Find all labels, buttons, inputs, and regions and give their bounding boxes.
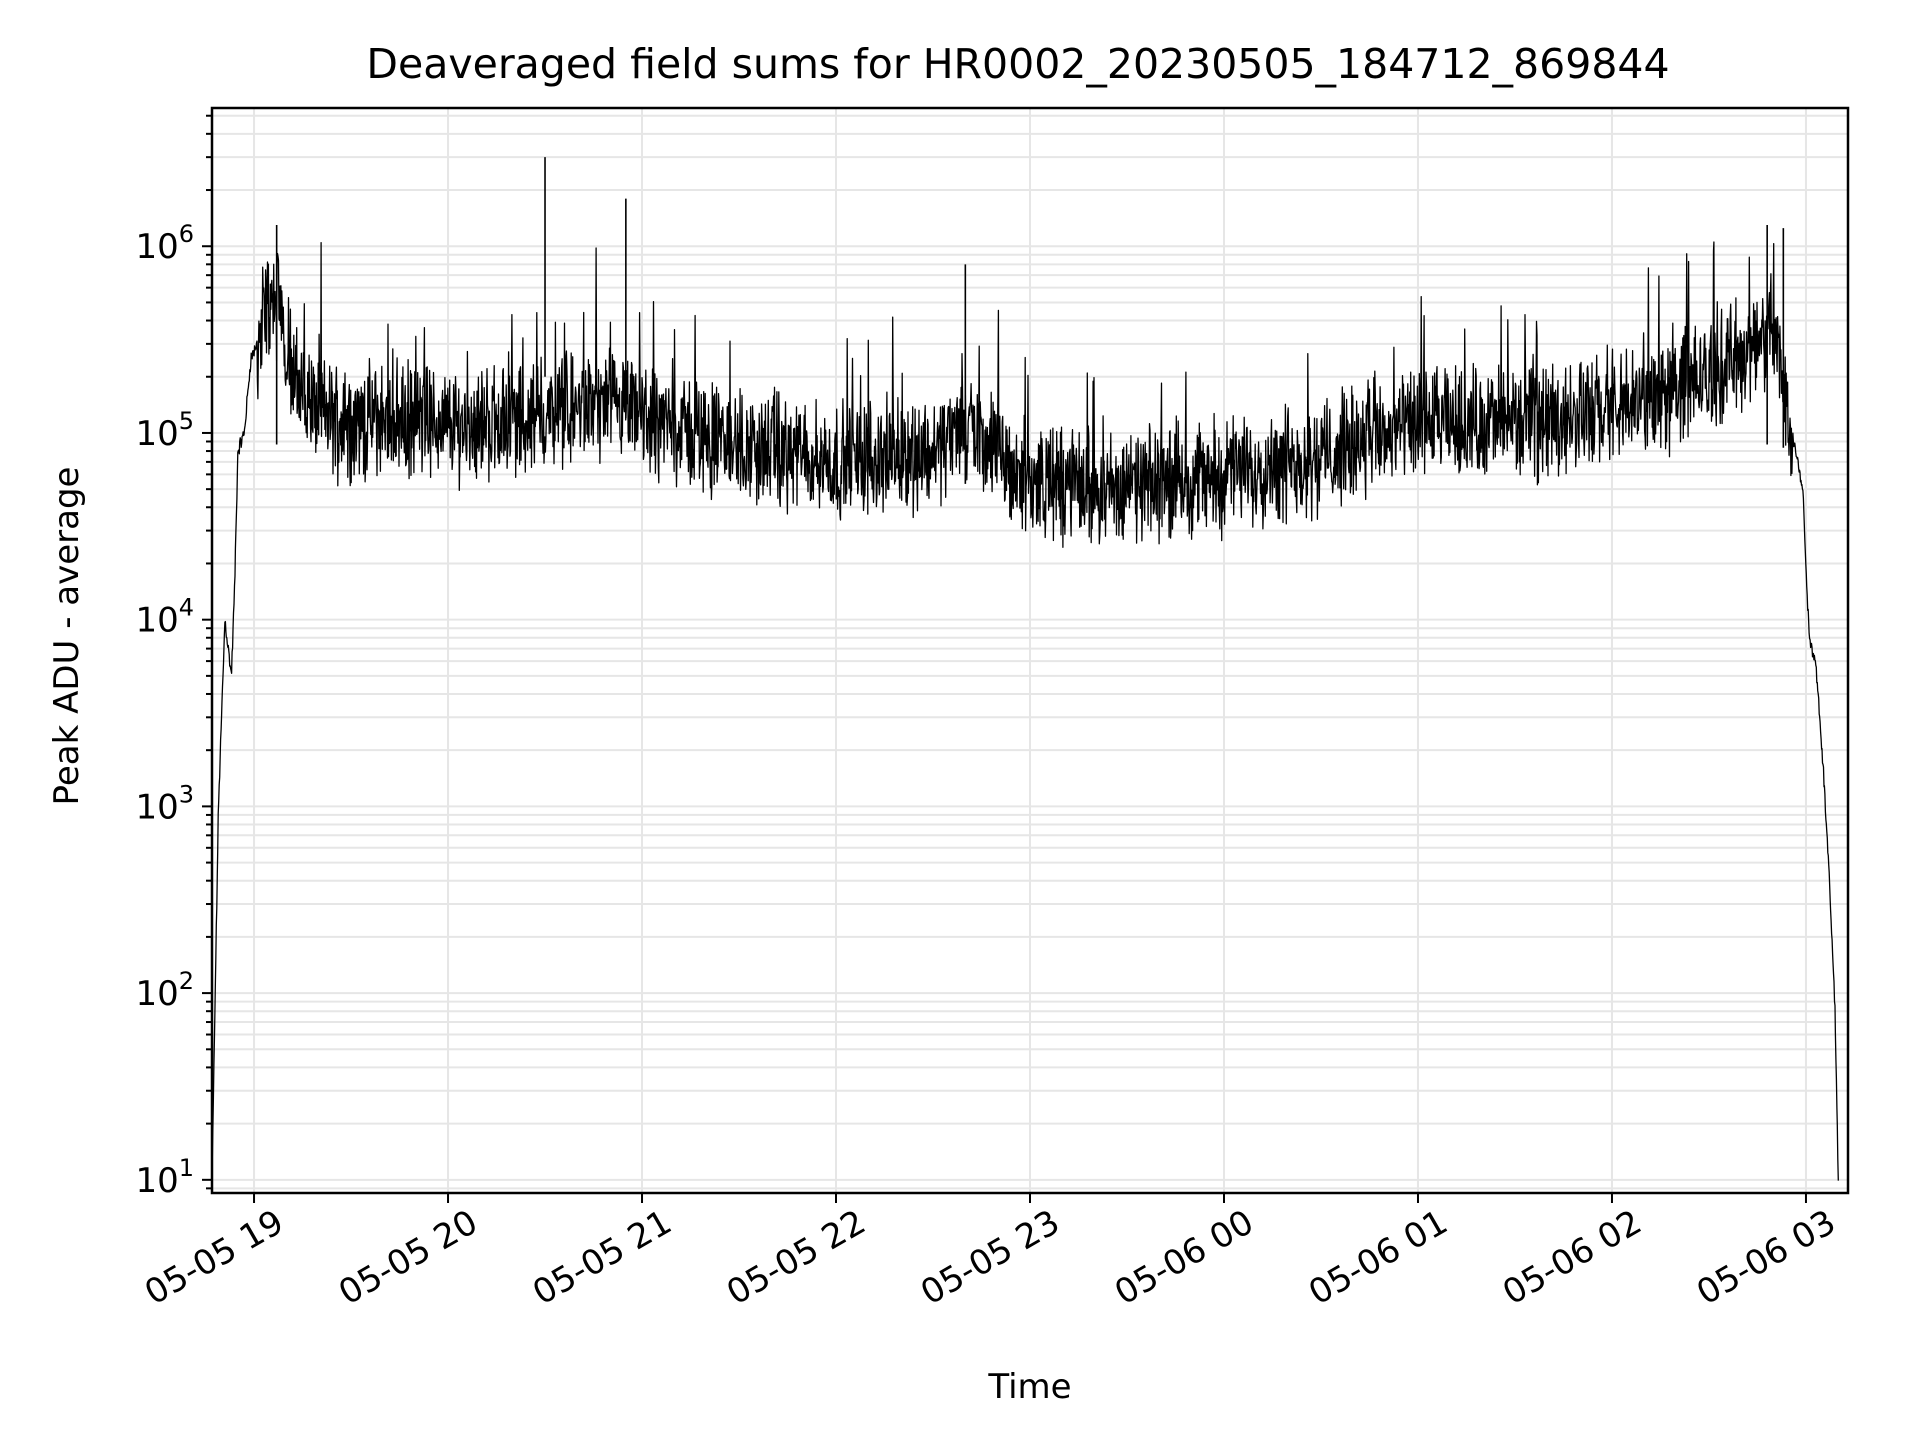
y-axis-label: Peak ADU - average: [47, 467, 87, 806]
y-tick-label: 104: [135, 594, 194, 641]
chart-title: Deaveraged field sums for HR0002_2023050…: [366, 40, 1669, 88]
y-axis: 101 102 103 104 105 106: [135, 114, 212, 1201]
series-line: [211, 241, 1839, 1181]
y-tick-label: 101: [135, 1154, 194, 1201]
y-tick-label: 103: [135, 780, 194, 827]
y-tick-label: 106: [135, 220, 194, 267]
series-layer: [211, 157, 1839, 1181]
y-tick-label: 102: [135, 967, 194, 1014]
x-axis-label: Time: [987, 1367, 1071, 1407]
y-tick-label: 105: [135, 407, 194, 454]
